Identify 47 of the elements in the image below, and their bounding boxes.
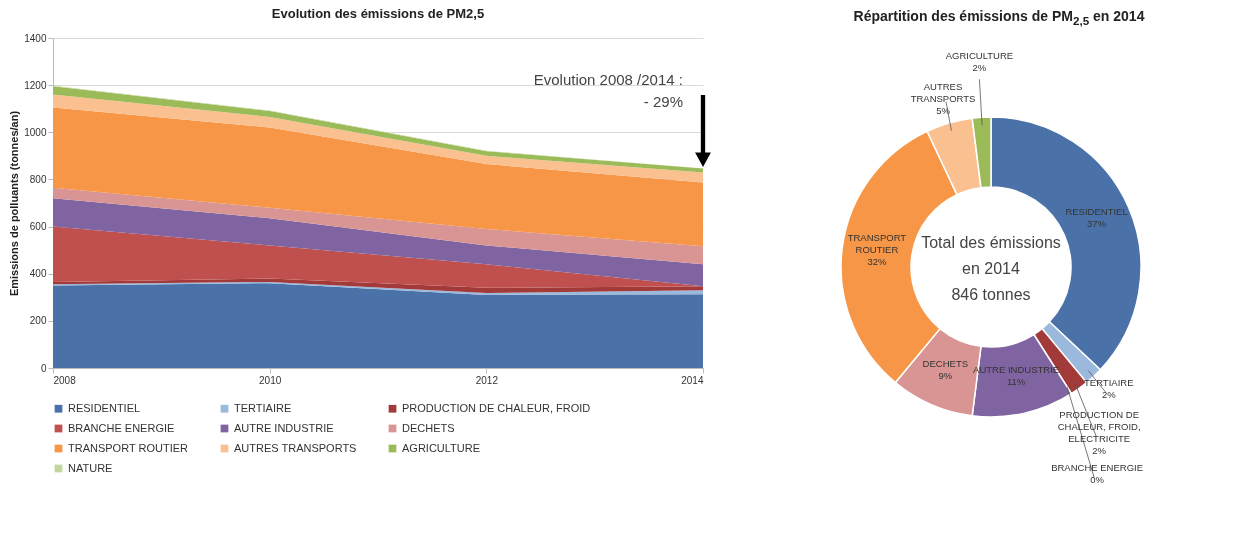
annotation: Evolution 2008 /2014 : (533, 71, 683, 88)
text: 0% (1090, 474, 1104, 486)
x-tick-label: 2010 (259, 374, 282, 386)
data-label: 2% (1101, 389, 1117, 401)
x-tick-label: 2014 (681, 374, 704, 386)
legend-label: BRANCHE ENERGIE (68, 421, 175, 434)
chart-title: Répartition des émissions de PM$_{2,5}$ en 2014 (852, 8, 1146, 27)
legend-label: TRANSPORT ROUTIER (68, 441, 189, 454)
slice-label: AGRICULTURE (945, 50, 1014, 62)
legend-label: AGRICULTURE (402, 441, 481, 454)
y-tick-label: 200 (29, 315, 47, 327)
y-tick-label: 1400 (24, 32, 47, 44)
category-label: BRANCHE ENERGIE (1051, 462, 1144, 474)
data-label: 2% (972, 62, 987, 74)
y-tick-label: 1200 (24, 79, 47, 91)
legend-label: AUTRE INDUSTRIE (234, 421, 334, 434)
slice-label: RESIDENTIEL (1065, 206, 1128, 218)
slice-label: AUTRES TRANSPORTS (910, 80, 976, 104)
text: Total des émissions (921, 233, 1061, 251)
y-tick-label: 1000 (24, 126, 47, 138)
legend-label: RESIDENTIEL (68, 401, 141, 414)
data-label: 2% (1092, 444, 1107, 456)
slice-label: TRANSPORT ROUTIER (847, 231, 907, 255)
slice-label: TERTIAIRE (1084, 377, 1134, 389)
y-tick-label: 400 (29, 268, 47, 280)
x-tick-label: 2008 (53, 374, 77, 386)
legend-label: NATURE (68, 461, 113, 474)
data-label: 32% (867, 255, 887, 267)
legend-label: PRODUCTION DE CHALEUR, FROID (402, 401, 591, 414)
annotation: - 29% (643, 93, 683, 110)
legend-label: AUTRES TRANSPORTS (234, 441, 357, 454)
text: 846 tonnes (951, 285, 1031, 303)
slice-label: PRODUCTION DE CHALEUR, FROID, ELECTRICITE (1057, 408, 1141, 444)
legend-label: TERTIAIRE (234, 401, 292, 414)
legend-label: DECHETS (402, 421, 455, 434)
data-label: 37% (1087, 218, 1107, 230)
data-label: 5% (936, 104, 951, 116)
data-label: 9% (938, 369, 953, 381)
text: en 2014 (962, 259, 1021, 277)
y-axis-title: Emissions de polluants (tonnes/an) (8, 110, 21, 297)
y-tick-label: 0 (40, 362, 47, 374)
x-tick-label: 2012 (475, 374, 499, 386)
chart-title: Evolution des émissions de PM2,5 (271, 6, 485, 21)
data-label: 11% (1006, 376, 1026, 388)
y-tick-label: 600 (29, 221, 47, 233)
slice-label: DECHETS (922, 357, 969, 369)
y-tick-label: 800 (29, 173, 47, 185)
